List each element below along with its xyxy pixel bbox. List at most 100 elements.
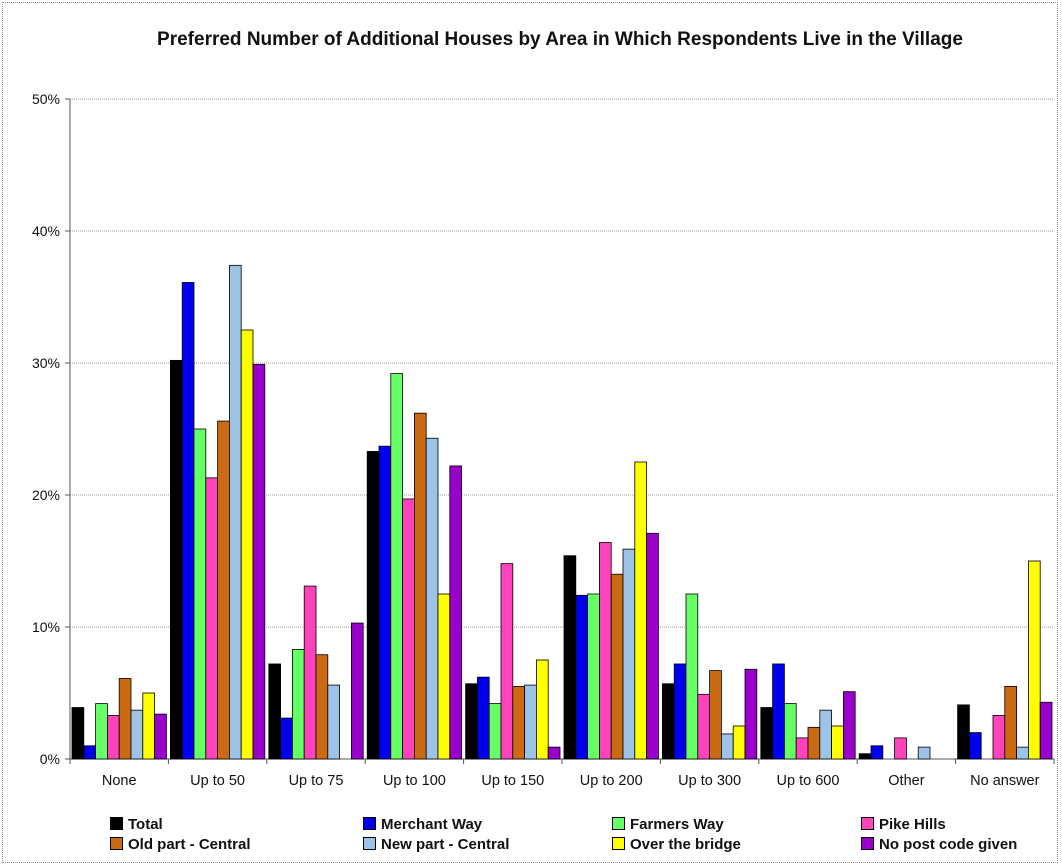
bar-over-the-bridge <box>1028 560 1041 760</box>
bar-new-part-central <box>524 684 537 760</box>
legend-label: Pike Hills <box>879 816 946 833</box>
bar-total <box>957 704 970 760</box>
bar-over-the-bridge <box>732 725 746 760</box>
bar-farmers-way <box>291 649 305 760</box>
bar-total <box>563 555 577 760</box>
bar-old-part-central <box>118 678 132 760</box>
bar-farmers-way <box>95 703 108 760</box>
bar-farmers-way <box>784 703 797 760</box>
bar-no-post-code-given <box>154 713 167 760</box>
bar-farmers-way <box>390 373 403 760</box>
x-tick-label: None <box>102 773 137 789</box>
bar-total <box>71 707 85 760</box>
bar-new-part-central <box>228 264 242 760</box>
bar-merchant-way <box>870 745 884 760</box>
bar-pike-hills <box>599 542 612 760</box>
legend-item: Pike Hills <box>861 816 946 834</box>
bar-old-part-central <box>315 654 329 760</box>
legend-swatch <box>110 817 123 830</box>
legend-label: Total <box>128 816 163 833</box>
bar-new-part-central <box>622 548 636 760</box>
x-tick-label: No answer <box>970 773 1039 789</box>
bar-farmers-way <box>488 703 502 760</box>
bar-over-the-bridge <box>142 692 156 760</box>
bar-total <box>465 683 478 760</box>
legend-swatch <box>612 837 625 850</box>
bar-new-part-central <box>1016 746 1029 760</box>
legend-item: Over the bridge <box>612 836 741 854</box>
bar-pike-hills <box>500 563 514 760</box>
legend-label: No post code given <box>879 836 1018 853</box>
bar-no-post-code-given <box>843 691 856 760</box>
bar-merchant-way <box>83 745 97 760</box>
x-tick-label: Up to 600 <box>777 773 840 789</box>
bar-no-post-code-given <box>1039 701 1053 760</box>
legend-swatch <box>612 817 625 830</box>
bar-merchant-way <box>476 676 490 760</box>
x-tick-label: Up to 300 <box>678 773 741 789</box>
bar-merchant-way <box>280 717 293 760</box>
bar-over-the-bridge <box>831 725 844 760</box>
bar-total <box>268 663 281 760</box>
bar-pike-hills <box>205 477 219 760</box>
bar-pike-hills <box>894 737 907 760</box>
bar-total <box>169 359 183 760</box>
bar-merchant-way <box>673 663 687 760</box>
x-tick-label: Up to 150 <box>481 773 544 789</box>
bar-merchant-way <box>378 445 392 760</box>
legend-item: Merchant Way <box>363 816 482 834</box>
legend-item: Old part - Central <box>110 836 251 854</box>
y-tick-label: 0% <box>40 751 60 767</box>
y-tick-label: 50% <box>32 91 60 107</box>
legend-swatch <box>861 817 874 830</box>
bar-over-the-bridge <box>240 329 254 760</box>
chart-title: Preferred Number of Additional Houses by… <box>157 29 963 50</box>
bar-old-part-central <box>217 420 230 760</box>
bar-over-the-bridge <box>536 659 549 760</box>
bar-old-part-central <box>1004 686 1017 760</box>
x-tick-label: Up to 100 <box>383 773 446 789</box>
x-tick-label: Up to 50 <box>190 773 245 789</box>
y-tick-label: 30% <box>32 355 60 371</box>
x-tick-label: Up to 200 <box>580 773 643 789</box>
bar-merchant-way <box>772 663 785 760</box>
legend-label: Old part - Central <box>128 836 251 853</box>
bar-farmers-way <box>587 593 600 760</box>
bar-pike-hills <box>303 585 317 760</box>
bar-merchant-way <box>969 732 982 760</box>
bar-total <box>366 451 380 760</box>
bar-new-part-central <box>327 684 340 760</box>
bar-no-post-code-given <box>449 465 462 760</box>
bar-pike-hills <box>992 715 1006 760</box>
bar-no-post-code-given <box>547 746 561 760</box>
bar-pike-hills <box>402 498 415 760</box>
legend-swatch <box>363 837 376 850</box>
bar-pike-hills <box>795 737 809 760</box>
bar-farmers-way <box>193 428 207 760</box>
bar-total <box>760 707 773 760</box>
bar-no-post-code-given <box>646 532 659 760</box>
legend-swatch <box>363 817 376 830</box>
legend-swatch <box>861 837 874 850</box>
legend-label: Farmers Way <box>630 816 724 833</box>
legend-item: No post code given <box>861 836 1017 854</box>
bar-merchant-way <box>181 282 195 760</box>
legend-item: Farmers Way <box>612 816 724 834</box>
bar-old-part-central <box>610 573 624 760</box>
y-tick-label: 20% <box>32 487 60 503</box>
bar-new-part-central <box>819 709 832 760</box>
bar-old-part-central <box>512 686 525 760</box>
bar-old-part-central <box>807 726 821 760</box>
bar-old-part-central <box>709 670 722 760</box>
bar-no-post-code-given <box>744 668 758 760</box>
legend-swatch <box>110 837 123 850</box>
bar-new-part-central <box>130 709 144 760</box>
legend-label: New part - Central <box>381 836 510 853</box>
bar-old-part-central <box>413 412 427 760</box>
bar-pike-hills <box>697 693 710 760</box>
legend-label: Over the bridge <box>630 836 741 853</box>
y-tick-label: 40% <box>32 223 60 239</box>
legend-label: Merchant Way <box>381 816 483 833</box>
